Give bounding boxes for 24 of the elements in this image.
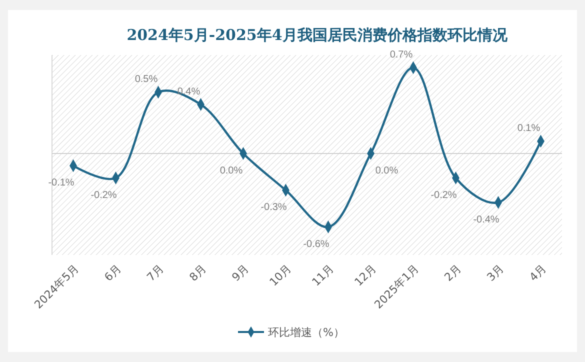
x-tick-label: 3月 bbox=[484, 262, 506, 284]
data-label: 0.4% bbox=[177, 86, 200, 98]
data-label: 0.7% bbox=[390, 50, 413, 61]
x-tick-label: 8月 bbox=[186, 262, 209, 284]
data-label: 0.1% bbox=[517, 123, 540, 134]
data-label: 0.5% bbox=[134, 74, 158, 86]
x-tick-label: 11月 bbox=[310, 262, 336, 289]
x-tick-label: 6月 bbox=[102, 262, 124, 284]
data-label: 0.0% bbox=[220, 165, 243, 176]
data-label: 0.0% bbox=[375, 165, 398, 176]
legend-label: 环比增速（%） bbox=[268, 326, 344, 339]
data-label: -0.1% bbox=[48, 178, 74, 189]
x-tick-label: 7月 bbox=[144, 262, 166, 284]
data-label: -0.6% bbox=[303, 238, 330, 250]
data-label: -0.4% bbox=[473, 214, 500, 226]
x-tick-label: 10月 bbox=[267, 262, 294, 289]
x-tick-label: 4月 bbox=[526, 262, 549, 284]
data-label: -0.3% bbox=[260, 202, 287, 214]
chart-title: 2024年5月-2025年4月我国居民消费价格指数环比情况 bbox=[126, 26, 508, 44]
data-label: -0.2% bbox=[90, 190, 117, 201]
data-label: -0.2% bbox=[430, 190, 457, 201]
x-tick-label: 12月 bbox=[352, 262, 379, 289]
x-tick-label: 2月 bbox=[442, 262, 464, 284]
x-tick-label: 9月 bbox=[229, 262, 252, 284]
